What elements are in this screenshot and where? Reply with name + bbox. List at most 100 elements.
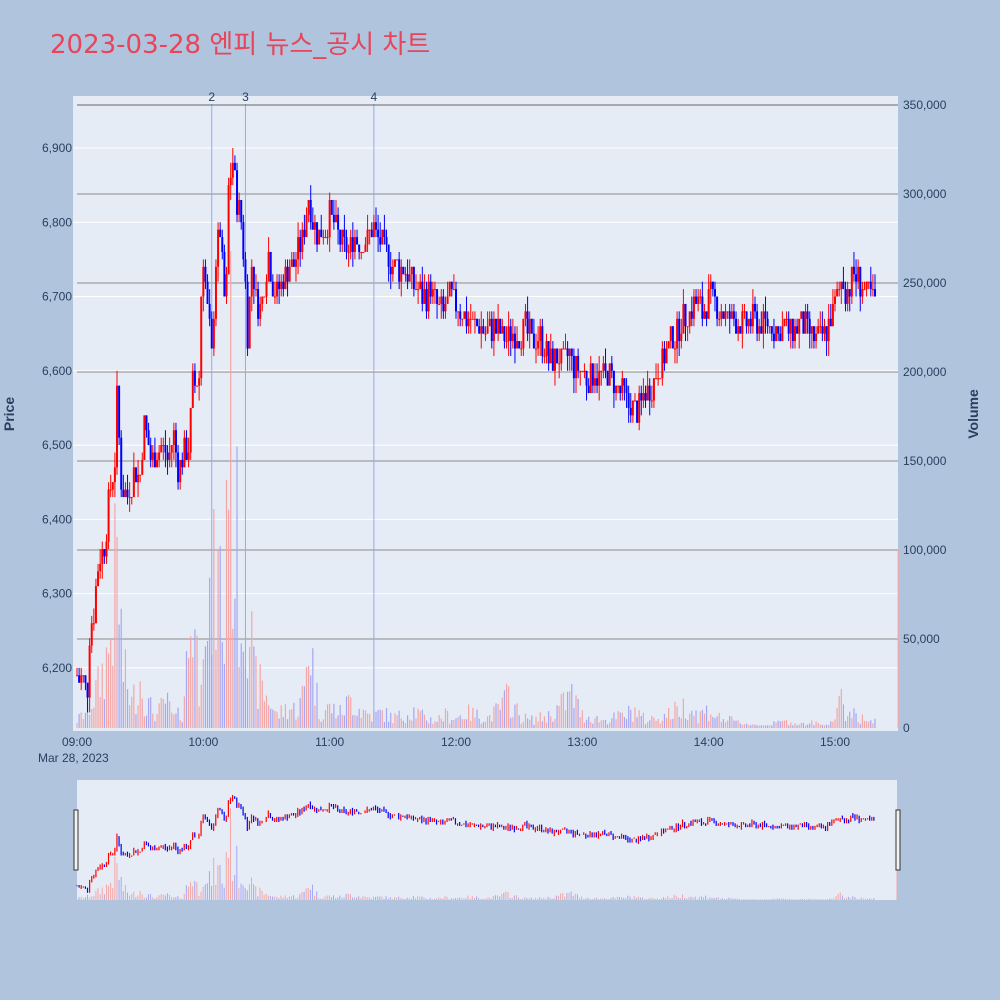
candle-body xyxy=(408,274,411,282)
range-slider-volume-bar xyxy=(831,898,833,900)
range-slider-volume-bar xyxy=(808,899,810,900)
candle-body xyxy=(490,318,493,342)
candle-body xyxy=(638,393,641,423)
volume-bar xyxy=(232,628,234,728)
range-slider-volume-bar xyxy=(822,899,824,900)
volume-bar xyxy=(249,647,251,728)
candle-body xyxy=(280,281,283,290)
candle-body xyxy=(690,311,693,319)
range-slider-volume-bar xyxy=(171,897,173,900)
range-slider-volume-bar xyxy=(726,898,728,900)
range-slider-volume-bar xyxy=(438,897,440,900)
volume-bar xyxy=(754,724,756,728)
range-slider-volume-bar xyxy=(457,897,459,900)
volume-bar xyxy=(276,711,278,728)
candle-body xyxy=(427,281,430,312)
range-slider-left-handle[interactable] xyxy=(73,809,79,871)
range-slider-volume-bar xyxy=(585,898,587,900)
volume-bar xyxy=(179,720,181,728)
range-slider-volume-bar xyxy=(200,891,202,900)
volume-bar xyxy=(324,710,327,728)
candle-body xyxy=(682,303,685,334)
candle-body xyxy=(292,259,295,267)
candle-body xyxy=(606,370,609,386)
range-slider-volume-bar xyxy=(532,899,534,900)
candle-body xyxy=(575,355,578,379)
candle-body xyxy=(823,326,826,334)
range-slider-volume-bar xyxy=(780,898,782,900)
range-slider-volume-bar xyxy=(442,898,444,900)
volume-bar xyxy=(446,710,449,728)
range-slider-volume-bar xyxy=(351,897,353,900)
candle-body xyxy=(442,296,445,312)
volume-bar xyxy=(807,724,809,728)
volume-bar xyxy=(577,698,579,728)
range-slider-volume-bar xyxy=(581,896,583,900)
candle-body xyxy=(511,333,514,342)
range-slider-volume-bar xyxy=(118,880,120,900)
candle-body xyxy=(667,341,670,349)
range-slider-volume-bar xyxy=(568,892,570,900)
candle-body xyxy=(332,214,335,223)
volume-bar xyxy=(760,725,762,728)
candle-body xyxy=(204,266,207,282)
candle-body xyxy=(743,311,746,313)
candle-body xyxy=(549,348,552,364)
candle-body xyxy=(362,251,365,253)
candle-body xyxy=(177,452,180,483)
range-slider-volume-bar xyxy=(658,899,660,900)
range-slider-volume-bar xyxy=(595,897,597,900)
volume-bar xyxy=(720,721,722,728)
volume-bar xyxy=(169,701,171,728)
volume-bar xyxy=(183,696,185,728)
range-slider-volume-bar xyxy=(627,895,629,900)
range-slider-volume-bar xyxy=(486,897,488,900)
range-slider-volume-bar xyxy=(433,898,435,900)
price-tick-label: 6,500 xyxy=(42,438,72,452)
volume-bar xyxy=(659,723,661,728)
candle-body xyxy=(183,437,186,468)
candle-body xyxy=(587,385,590,394)
range-slider-volume-bar xyxy=(110,882,112,900)
range-slider-volume-bar xyxy=(711,897,713,900)
range-slider-volume-bar xyxy=(572,896,574,900)
volume-bar xyxy=(423,714,426,728)
candle-body xyxy=(414,289,417,291)
volume-bar xyxy=(89,714,91,728)
range-slider-volume-bar xyxy=(379,896,381,900)
range-slider-volume-bar xyxy=(492,895,494,900)
range-slider-volume-bar xyxy=(820,899,822,900)
candle-body xyxy=(400,266,403,282)
range-slider-volume-bar xyxy=(465,898,467,900)
volume-bar xyxy=(842,704,845,728)
range-slider-volume-bar xyxy=(665,898,667,900)
range-slider-volume-bar xyxy=(724,898,726,900)
range-slider-right-handle[interactable] xyxy=(895,809,901,871)
volume-bar xyxy=(623,716,626,728)
range-slider-volume-bar xyxy=(679,898,681,900)
volume-bar xyxy=(689,713,691,728)
range-slider-volume-bar xyxy=(600,898,602,900)
range-slider-volume-bar xyxy=(198,895,200,900)
range-slider-volume-bar xyxy=(126,892,128,900)
volume-bar xyxy=(764,725,767,728)
candle-body xyxy=(642,393,645,401)
range-slider[interactable] xyxy=(77,780,897,900)
candle-body xyxy=(802,311,805,334)
event-markers: 2 3 4 xyxy=(77,90,898,728)
volume-bar xyxy=(695,710,697,728)
range-slider-volume-bar xyxy=(494,895,496,900)
candle-body xyxy=(78,675,81,683)
volume-bar xyxy=(870,720,872,728)
range-slider-volume-bar xyxy=(757,899,759,900)
candle-body xyxy=(288,266,291,282)
candle-body xyxy=(815,333,818,342)
volume-bar xyxy=(611,718,613,728)
candle-body xyxy=(615,385,618,394)
volume-bar xyxy=(204,646,207,728)
volume-bar xyxy=(802,722,805,728)
range-slider-volume-bar xyxy=(202,886,204,900)
candle-body xyxy=(250,266,253,297)
range-slider-volume-bar xyxy=(139,891,141,900)
